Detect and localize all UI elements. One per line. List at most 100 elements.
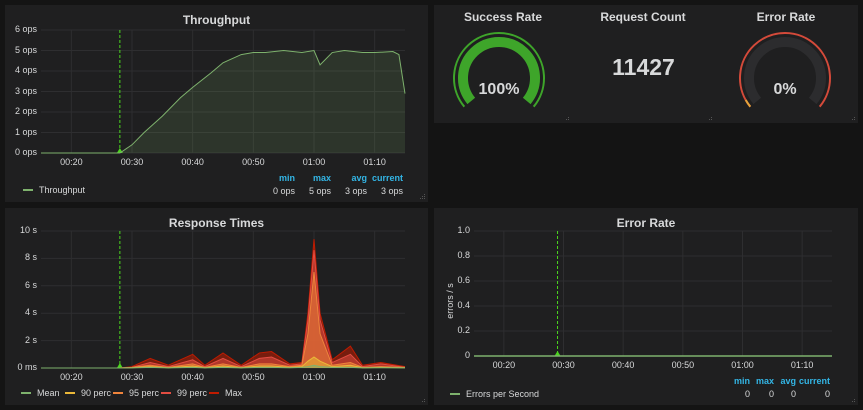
x-tick-label: 00:50 (242, 157, 265, 167)
error-rate-gauge (739, 32, 831, 108)
success-rate-gauge (453, 32, 545, 108)
x-tick-label: 01:10 (363, 157, 386, 167)
x-tick-label: 01:10 (790, 360, 814, 370)
stat-value-avg: 3 ops (344, 186, 367, 196)
stat-header-min[interactable]: min (278, 173, 295, 183)
series-line-99-perc (41, 250, 406, 369)
y-tick-label: 0 (464, 350, 470, 360)
series-line-mean (41, 364, 406, 369)
stat-value-min: 0 (744, 389, 750, 399)
stat-value-current: 0 (824, 389, 830, 399)
series-line-max (41, 239, 406, 369)
stat-header-current[interactable]: current (371, 173, 403, 183)
x-tick-label: 00:40 (181, 372, 204, 382)
request-count-value: 11427 (612, 54, 675, 80)
resize-handle[interactable] (848, 395, 855, 402)
y-tick-label: 4 ops (14, 65, 37, 75)
success-rate-panel: Success Rate 100% (434, 5, 572, 123)
stat-header-max[interactable]: max (312, 173, 331, 183)
resize-handle[interactable] (848, 113, 855, 120)
error-rate-panel: Error Rate errors / s 1.0 0.8 0.6 0.4 0.2 0 0… (434, 208, 858, 405)
legend-item-mean[interactable]: Mean (21, 388, 60, 398)
gauge-threshold-warn (744, 99, 752, 108)
stat-value-min: 0 ops (272, 186, 295, 196)
resize-handle[interactable] (418, 192, 425, 199)
x-tick-label: 01:00 (302, 157, 326, 167)
legend-label: Mean (37, 388, 60, 398)
x-tick-label: 00:40 (181, 157, 204, 167)
x-tick-label: 00:20 (60, 157, 83, 167)
gauge-threshold-ring (453, 32, 545, 108)
stat-header-current[interactable]: current (798, 376, 830, 386)
annotation-marker (116, 363, 123, 368)
y-tick-label: 8 s (24, 252, 37, 263)
x-tick-label: 01:00 (302, 372, 326, 382)
request-count-title[interactable]: Request Count (600, 10, 686, 24)
x-tick-label: 00:20 (60, 372, 83, 382)
legend-item-99-perc[interactable]: 99 perc (161, 388, 207, 398)
response-times-chart[interactable] (5, 208, 428, 405)
series-area-throughput (41, 50, 405, 153)
gauge-track (744, 37, 826, 105)
y-tick-label: 3 ops (14, 85, 37, 96)
x-tick-label: 00:20 (492, 360, 516, 370)
throughput-title[interactable]: Throughput (182, 13, 251, 27)
legend-swatch (161, 392, 171, 394)
y-tick-label: 0.6 (457, 275, 470, 285)
resize-handle[interactable] (705, 113, 712, 120)
annotation-marker (554, 351, 561, 356)
x-tick-label: 00:30 (120, 157, 144, 167)
legend-item-max[interactable]: Max (209, 388, 242, 398)
throughput-panel: Throughput 6 ops 5 ops 4 ops 3 ops 2 ops 1 op… (5, 5, 428, 202)
error-rate-title[interactable]: Error Rate (616, 216, 676, 230)
error-rate-legend-item[interactable]: Errors per Second (450, 389, 539, 399)
y-tick-label: 0.2 (457, 325, 470, 335)
y-tick-label: 0.4 (457, 300, 470, 310)
gauge-value-arc (458, 37, 540, 105)
series-line-95-perc (41, 272, 406, 369)
x-tick-label: 00:30 (120, 372, 144, 382)
request-count-panel: Request Count 11427 (572, 5, 715, 123)
stat-header-min[interactable]: min (733, 376, 750, 386)
y-tick-label: 1.0 (457, 225, 470, 235)
response-times-panel: Response Times 10 s 8 s 6 s 4 s 2 s 0 ms 00:2… (5, 208, 428, 405)
legend-label: 90 perc (81, 388, 112, 398)
y-tick-label: 0 ms (17, 362, 37, 372)
success-rate-title[interactable]: Success Rate (463, 10, 543, 24)
throughput-chart[interactable] (5, 5, 428, 202)
x-tick-label: 00:50 (242, 372, 265, 382)
stat-header-avg[interactable]: avg (780, 376, 796, 386)
error-rate-gauge-panel: Error Rate 0% (715, 5, 858, 123)
legend-item-95-perc[interactable]: 95 perc (113, 388, 159, 398)
legend-label: 99 perc (177, 388, 208, 398)
legend-label: Errors per Second (466, 389, 540, 399)
y-tick-label: 5 ops (14, 44, 37, 55)
error-rate-chart[interactable] (434, 208, 858, 405)
series-line-throughput (41, 49, 406, 154)
response-times-title[interactable]: Response Times (168, 216, 265, 230)
stat-header-max[interactable]: max (755, 376, 774, 386)
series-area-95-perc (41, 272, 405, 368)
resize-handle[interactable] (418, 395, 425, 402)
gauge-threshold-ring (739, 32, 831, 108)
series-line-90-perc (41, 356, 406, 369)
legend-label: Max (225, 388, 243, 398)
legend-swatch (23, 189, 33, 191)
legend-swatch (21, 392, 31, 394)
legend-item-90-perc[interactable]: 90 perc (65, 388, 111, 398)
y-tick-label: 0 ops (14, 147, 37, 157)
x-tick-label: 01:10 (363, 372, 386, 382)
x-tick-label: 00:40 (611, 360, 635, 370)
legend-label: 95 perc (129, 388, 160, 398)
stat-value-max: 5 ops (308, 186, 331, 196)
y-tick-label: 6 s (24, 279, 37, 290)
y-tick-label: 10 s (19, 225, 37, 235)
y-tick-label: 2 s (24, 334, 37, 345)
stat-header-avg[interactable]: avg (351, 173, 367, 183)
throughput-legend-item[interactable]: Throughput (23, 185, 85, 195)
y-tick-label: 0.8 (457, 250, 470, 260)
y-tick-label: 1 ops (14, 126, 37, 137)
legend-label: Throughput (39, 185, 86, 195)
error-rate-gauge-title[interactable]: Error Rate (756, 10, 816, 24)
resize-handle[interactable] (562, 113, 569, 120)
